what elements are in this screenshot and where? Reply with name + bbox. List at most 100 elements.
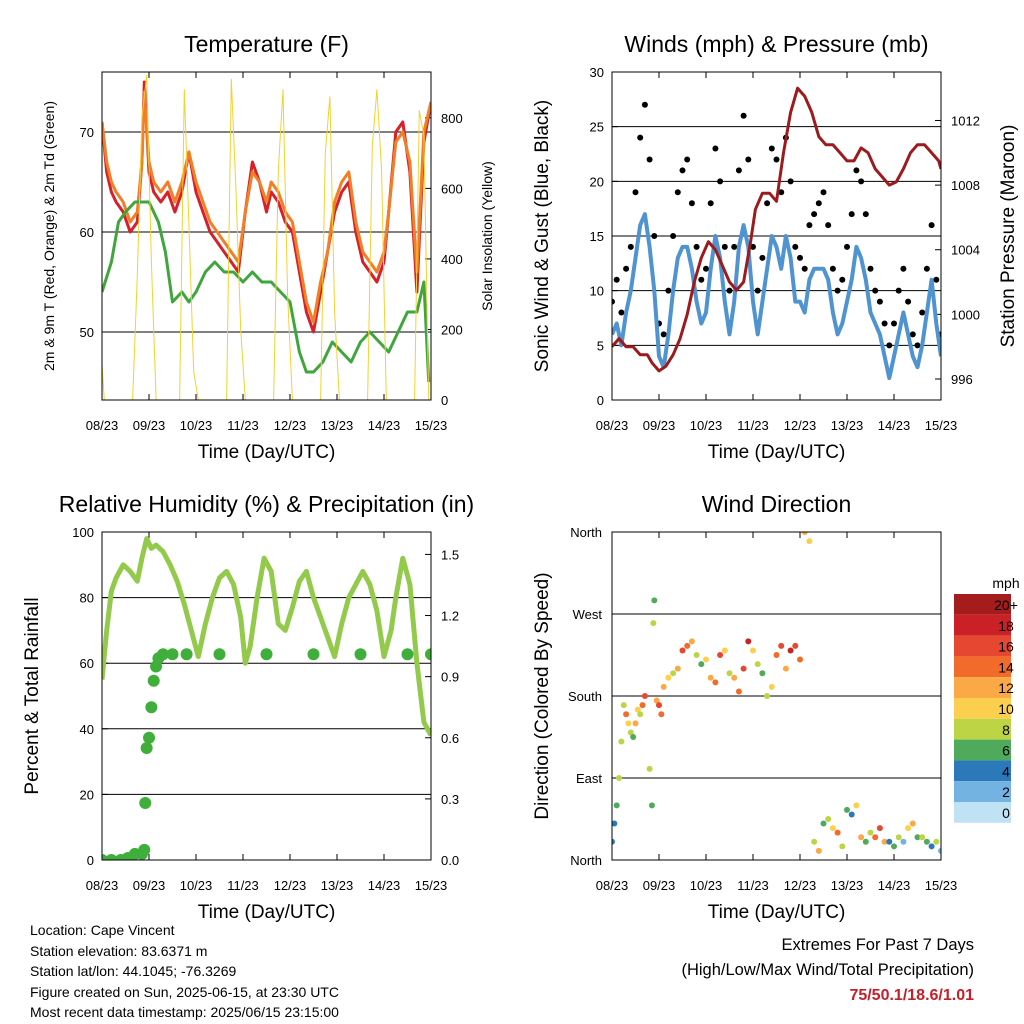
data-point-0 — [660, 331, 667, 338]
x-tick-label: 12/23 — [274, 418, 307, 433]
data-point-0 — [651, 233, 658, 239]
data-point-0 — [919, 309, 926, 316]
x-tick-label: 11/23 — [737, 878, 769, 893]
data-point-0 — [867, 265, 874, 272]
y2-tick-label: 0.9 — [441, 670, 459, 685]
legend-swatch — [954, 635, 1011, 657]
direction-point — [839, 843, 846, 850]
direction-point — [853, 802, 860, 809]
y-tick-label: 10 — [590, 284, 604, 299]
y-tick-label: 25 — [590, 120, 604, 135]
direction-point — [787, 647, 794, 654]
plot-area — [612, 86, 941, 381]
direction-point — [634, 706, 641, 713]
winds-pressure-panel: 0 5 10 15 20 25 30 996 1000 1004 1008 1012 08/23 09/2… — [532, 31, 1019, 463]
direction-point — [759, 670, 766, 677]
data-point-0 — [688, 200, 695, 207]
recent-timestamp: Most recent data timestamp: 2025/06/15 2… — [30, 1004, 339, 1020]
x-tick-label: 08/23 — [596, 418, 629, 433]
direction-point — [820, 820, 827, 827]
y-tick-label: West — [573, 607, 603, 622]
data-point-0 — [740, 112, 747, 119]
data-point-0 — [637, 134, 644, 141]
direction-point — [703, 656, 709, 663]
data-point-0 — [825, 222, 832, 229]
data-point-1 — [143, 731, 155, 744]
data-point-0 — [726, 287, 733, 294]
direction-point — [801, 532, 808, 535]
data-point-0 — [750, 243, 756, 250]
direction-point — [616, 775, 623, 781]
plot-frame — [101, 71, 432, 401]
direction-point — [905, 825, 912, 832]
direction-point — [707, 674, 714, 681]
x-tick-label: 10/23 — [180, 878, 213, 893]
direction-point — [679, 647, 686, 654]
y2-tick-label: 800 — [441, 111, 463, 126]
data-point-1 — [139, 796, 152, 809]
x-tick-label: 13/23 — [321, 418, 354, 433]
data-point-0 — [759, 254, 766, 261]
direction-point — [848, 811, 855, 818]
data-point-0 — [848, 211, 855, 218]
legend-swatch — [954, 656, 1011, 678]
data-point-0 — [698, 276, 705, 283]
y2-tick-label: 400 — [441, 252, 463, 267]
x-tick-label: 14/23 — [878, 418, 911, 433]
direction-point — [717, 652, 724, 658]
y2-tick-label: 200 — [441, 322, 463, 337]
data-point-0 — [679, 167, 686, 174]
y-tick-label: 60 — [80, 225, 94, 240]
direction-point — [895, 834, 902, 841]
plot-area — [102, 75, 431, 400]
y-axis-label: Direction (Colored By Speed) — [532, 572, 553, 819]
wind-direction-panel: North East South West North 08/23 09/23 10/23 11… — [532, 491, 957, 923]
direction-point — [876, 825, 883, 832]
y-tick-label: 50 — [80, 325, 94, 340]
legend-swatch — [954, 802, 1011, 823]
data-point-1 — [180, 648, 193, 661]
direction-point — [612, 838, 615, 845]
temperature-panel: 50 60 70 0 200 400 600 800 08/23 09/23 10/23 11/23 1… — [41, 31, 495, 463]
x-tick-label: 11/23 — [227, 418, 259, 433]
direction-point — [750, 647, 756, 654]
data-point-0 — [768, 145, 775, 152]
direction-point — [658, 711, 665, 718]
direction-point — [938, 847, 941, 854]
x-tick-label: 11/23 — [227, 878, 259, 893]
data-point-0 — [721, 243, 728, 250]
direction-point — [891, 843, 897, 850]
x-tick-label: 08/23 — [86, 418, 119, 433]
legend-label: 18 — [998, 618, 1014, 634]
legend-label: 6 — [1002, 743, 1010, 759]
data-point-0 — [900, 265, 907, 272]
legend-swatch — [954, 739, 1011, 761]
direction-point — [815, 847, 822, 854]
direction-point — [684, 642, 691, 649]
station-info: Location: Cape Vincent Station elevation… — [30, 920, 339, 1023]
data-point-0 — [665, 287, 672, 294]
y2-axis-label: Solar Insolation (Yellow) — [479, 161, 495, 311]
y2-tick-label: 1.5 — [441, 547, 459, 562]
data-point-0 — [773, 156, 780, 163]
y-tick-label: 100 — [72, 525, 94, 540]
x-tick-label: 13/23 — [831, 878, 864, 893]
data-point-0 — [815, 200, 822, 207]
y-tick-label: 0 — [597, 393, 604, 408]
plot-frame — [101, 531, 432, 861]
direction-point — [627, 729, 634, 736]
data-point-1 — [147, 674, 160, 687]
data-point-0 — [853, 167, 860, 174]
plot-frame — [611, 71, 942, 401]
x-tick-label: 11/23 — [737, 418, 769, 433]
direction-point — [651, 597, 658, 604]
data-point-0 — [787, 178, 794, 185]
legend-swatch — [954, 760, 1011, 782]
direction-point — [825, 816, 832, 822]
direction-point — [923, 838, 930, 845]
data-point-0 — [923, 265, 930, 272]
data-point-0 — [820, 189, 827, 196]
y2-tick-label: 0 — [441, 393, 448, 408]
direction-point — [782, 665, 789, 672]
x-tick-label: 10/23 — [690, 418, 723, 433]
